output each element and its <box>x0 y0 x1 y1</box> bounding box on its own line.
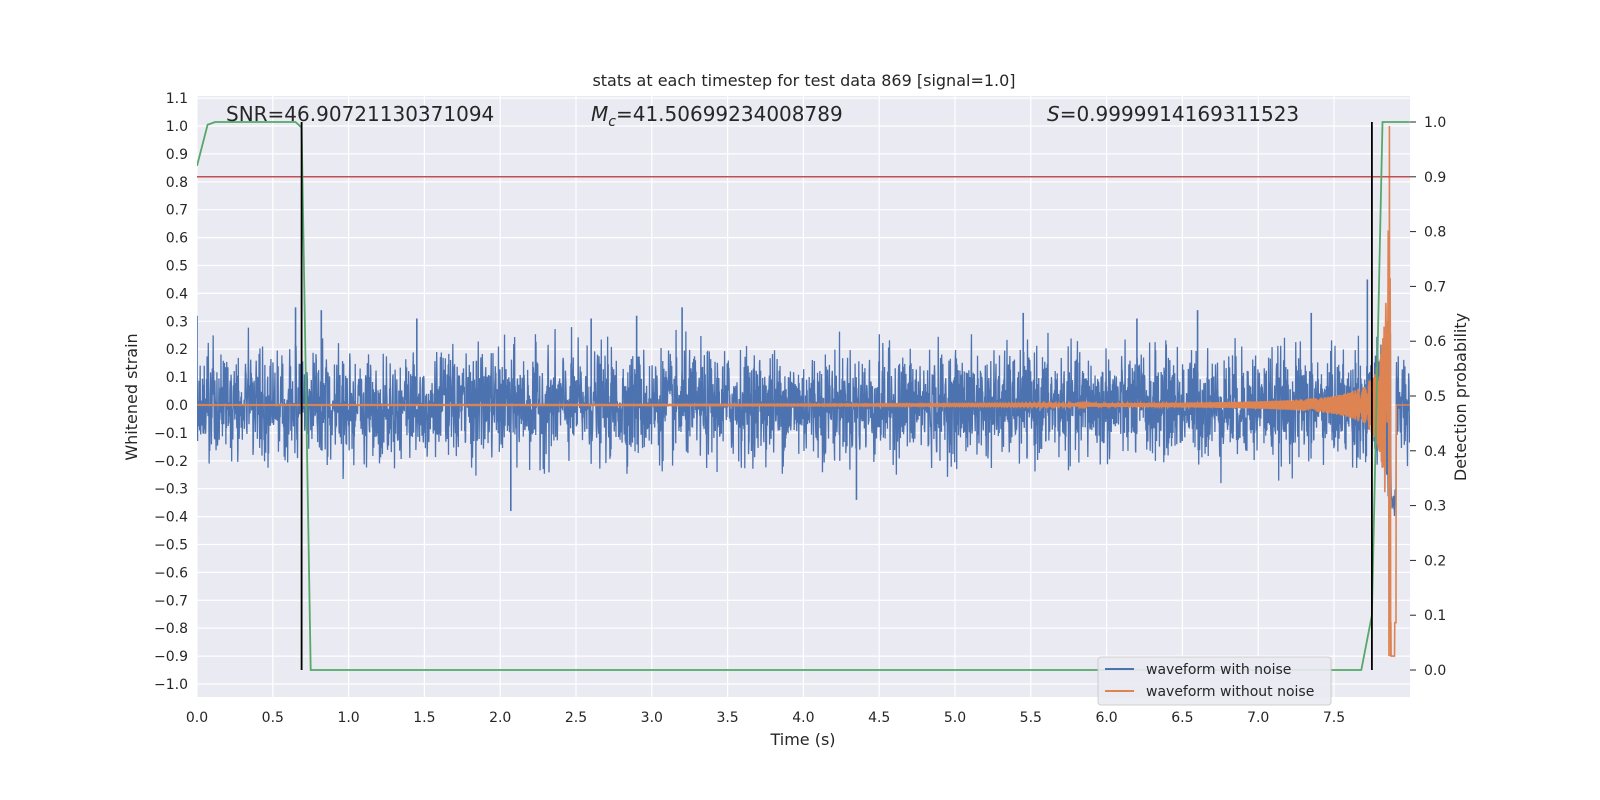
y-tick-label: −0.7 <box>154 593 188 609</box>
y-right-tick-label: 0.9 <box>1424 170 1446 186</box>
y-right-tick-label: 0.4 <box>1424 444 1446 460</box>
y-axis-right-label: Detection probability <box>1451 313 1470 481</box>
y-tick-label: −0.2 <box>154 454 188 470</box>
annotation-score: S=0.9999914169311523 <box>1047 102 1299 126</box>
x-tick-label: 6.5 <box>1171 710 1193 726</box>
y-tick-label: 0.7 <box>166 203 188 219</box>
y-right-tick-label: 0.5 <box>1424 389 1446 405</box>
legend-label-noise: waveform with noise <box>1146 662 1291 678</box>
y-tick-label: −0.3 <box>154 482 188 498</box>
y-tick-label: −0.9 <box>154 649 188 665</box>
y-tick-label: 0.0 <box>166 398 188 414</box>
legend-box <box>1097 656 1332 706</box>
y-tick-label: 0.2 <box>166 342 188 358</box>
x-tick-label: 0.0 <box>186 710 208 726</box>
x-tick-label: 3.5 <box>716 710 738 726</box>
series-waveform-with-noise <box>197 317 1410 523</box>
x-tick-label: 7.0 <box>1247 710 1269 726</box>
y-right-tick-label: 0.3 <box>1424 499 1446 515</box>
y-right-tick-label: 0.6 <box>1424 334 1446 350</box>
y-tick-label: −0.6 <box>154 565 188 581</box>
y-right-tick-label: 0.8 <box>1424 225 1446 241</box>
annotation-chirp-mass: Mc=41.50699234008789 <box>591 102 843 130</box>
x-tick-label: 7.5 <box>1323 710 1345 726</box>
x-tick-label: 1.5 <box>413 710 435 726</box>
x-tick-label: 6.0 <box>1095 710 1117 726</box>
s-value: =0.9999914169311523 <box>1060 102 1299 126</box>
s-symbol: S <box>1047 102 1060 126</box>
x-tick-label: 0.5 <box>262 710 284 726</box>
legend: waveform with noise waveform without noi… <box>1097 656 1332 706</box>
annotation-snr: SNR=46.90721130371094 <box>226 102 494 126</box>
y-right-tick-label: 0.1 <box>1424 608 1446 624</box>
x-tick-label: 4.5 <box>868 710 890 726</box>
y-tick-label: 1.0 <box>166 119 188 135</box>
y-right-tick-label: 0.7 <box>1424 279 1446 295</box>
legend-label-clean: waveform without noise <box>1146 684 1314 700</box>
y-tick-label: 0.4 <box>166 286 188 302</box>
x-tick-label: 5.0 <box>944 710 966 726</box>
x-tick-label: 3.0 <box>641 710 663 726</box>
mc-symbol: M <box>591 102 608 126</box>
plot-area <box>197 121 1410 671</box>
x-tick-label: 1.0 <box>337 710 359 726</box>
y-tick-label: −0.5 <box>154 538 188 554</box>
x-axis-label: Time (s) <box>769 730 835 749</box>
y-axis-label: Whitened strain <box>122 333 141 460</box>
x-tick-label: 2.5 <box>565 710 587 726</box>
y-tick-label: 0.8 <box>166 175 188 191</box>
y-tick-label: 0.1 <box>166 370 188 386</box>
chart-title: stats at each timestep for test data 869… <box>592 71 1015 90</box>
mc-subscript: c <box>608 114 616 130</box>
series-waveform-without-noise <box>197 125 1410 657</box>
y-tick-label: 0.3 <box>166 314 188 330</box>
y-tick-label: 1.1 <box>166 91 188 107</box>
y-right-tick-label: 1.0 <box>1424 115 1446 131</box>
y-right-tick-label: 0.0 <box>1424 663 1446 679</box>
mc-value: =41.50699234008789 <box>616 102 843 126</box>
y-tick-label: 0.9 <box>166 147 188 163</box>
series-detection-probability <box>197 121 1410 671</box>
y-tick-label: 0.6 <box>166 231 188 247</box>
y-tick-label: −0.8 <box>154 621 188 637</box>
x-tick-label: 5.5 <box>1020 710 1042 726</box>
y-tick-label: −0.1 <box>154 426 188 442</box>
y-right-tick-label: 0.2 <box>1424 553 1446 569</box>
x-tick-label: 2.0 <box>489 710 511 726</box>
y-tick-label: −0.4 <box>154 510 188 526</box>
y-tick-label: 0.5 <box>166 259 188 275</box>
y-tick-label: −1.0 <box>154 677 188 693</box>
axes: 0.0 0.5 1.0 1.5 2.0 2.5 3.0 3.5 4.0 4.5 5.0 5.5 6.0 6… <box>154 91 1446 726</box>
x-tick-label: 4.0 <box>792 710 814 726</box>
